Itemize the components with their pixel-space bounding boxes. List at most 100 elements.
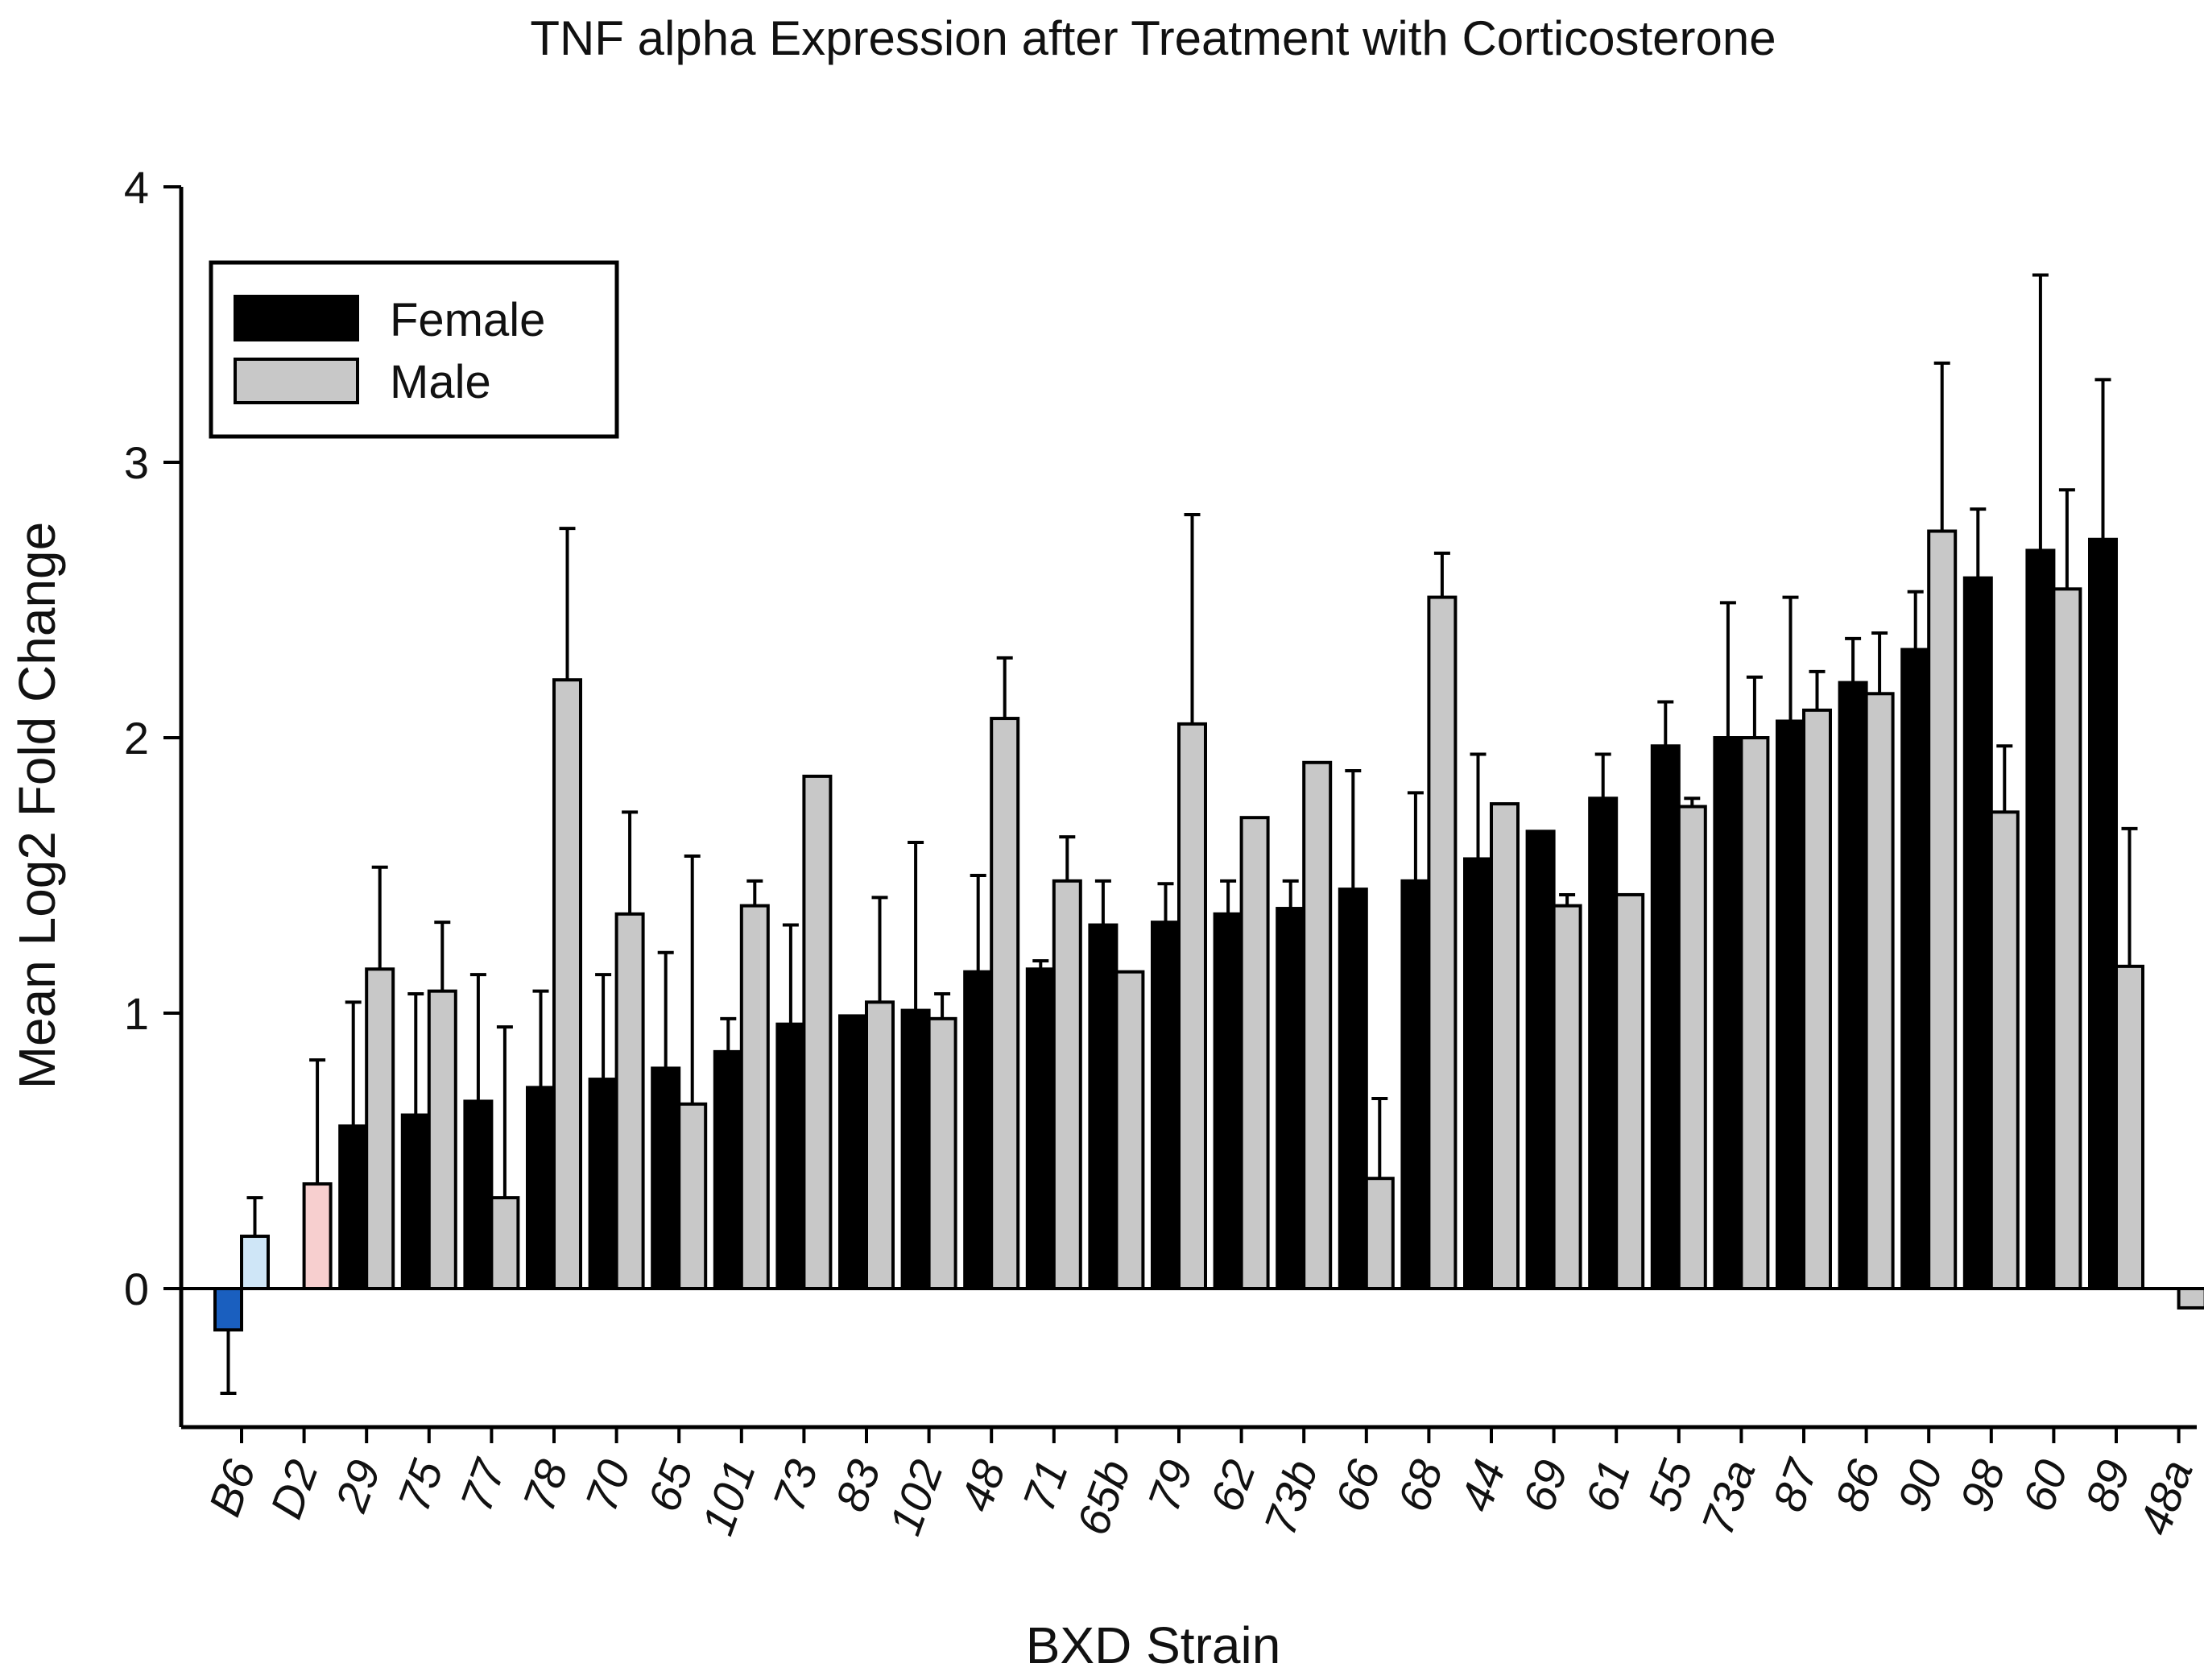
female-bar — [1838, 681, 1868, 1290]
male-bar — [1114, 970, 1145, 1290]
female-bar — [1025, 967, 1056, 1291]
female-bar — [1525, 830, 1556, 1290]
female-bar — [1713, 736, 1743, 1290]
x-tick-label: 73a — [1692, 1454, 1765, 1541]
y-tick-label: 2 — [124, 713, 149, 763]
female-bar — [1400, 879, 1431, 1290]
x-tick-label: 87 — [1763, 1452, 1828, 1518]
male-bar — [1677, 805, 1707, 1290]
x-tick-label: 70 — [575, 1454, 640, 1518]
male-bar — [677, 1102, 708, 1290]
female-bar — [526, 1086, 556, 1290]
x-tick-label: 60 — [2012, 1454, 2078, 1518]
male-bar — [1739, 736, 1770, 1290]
x-tick-label: 101 — [692, 1454, 765, 1541]
x-tick-label: 77 — [450, 1452, 515, 1518]
male-bar — [1552, 904, 1582, 1290]
male-bar — [1177, 722, 1207, 1290]
male-bar — [1302, 760, 1333, 1290]
female-bar — [338, 1124, 369, 1290]
male-bar — [1239, 816, 1270, 1290]
x-tick-label: 79 — [1138, 1454, 1203, 1518]
x-tick-label: 89 — [2075, 1454, 2140, 1518]
female-bar — [900, 1008, 931, 1290]
male-bar — [2115, 964, 2144, 1290]
x-tick-label: 71 — [1013, 1454, 1078, 1518]
male-bar — [427, 989, 457, 1290]
male-bar — [1989, 810, 2020, 1290]
female-bar — [713, 1049, 743, 1290]
x-tick-label: D2 — [260, 1454, 328, 1525]
x-tick-label: 66 — [1325, 1453, 1391, 1518]
male-bar — [1490, 802, 1520, 1290]
legend: Female Male — [209, 260, 619, 439]
male-bar — [614, 912, 645, 1290]
male-bar — [2177, 1287, 2204, 1310]
x-tick-label: B6 — [199, 1453, 266, 1523]
male-bar — [1364, 1177, 1395, 1290]
male-bar — [302, 1182, 333, 1291]
male-bar — [1864, 692, 1895, 1290]
x-tick-label: 55 — [1638, 1453, 1703, 1518]
female-bar — [838, 1014, 868, 1291]
x-tick-label: 62 — [1200, 1454, 1265, 1518]
y-tick-label: 4 — [124, 162, 149, 213]
female-bar — [1776, 719, 1805, 1290]
male-bar — [1615, 892, 1645, 1290]
male-bar — [865, 1000, 895, 1290]
female-bar — [651, 1066, 681, 1291]
x-tick-label: 61 — [1575, 1454, 1640, 1518]
x-tick-label: 48a — [2129, 1454, 2202, 1541]
female-bar — [1151, 921, 1181, 1290]
y-tick-label: 1 — [124, 988, 149, 1039]
female-bar — [2025, 548, 2056, 1290]
male-bar — [1427, 595, 1458, 1290]
female-bar — [1213, 912, 1243, 1290]
x-tick-label: 83 — [825, 1454, 891, 1518]
x-tick-label: 102 — [879, 1454, 953, 1541]
female-bar — [400, 1113, 431, 1291]
female-bar — [588, 1078, 618, 1290]
x-tick-label: 29 — [325, 1454, 391, 1519]
male-bar — [802, 774, 833, 1290]
y-tick-label: 3 — [124, 437, 149, 488]
male-bar — [552, 678, 582, 1290]
x-axis-label: BXD Strain — [1026, 1616, 1281, 1674]
x-tick-label: 68 — [1387, 1454, 1453, 1518]
x-tick-label: 44 — [1450, 1454, 1516, 1518]
legend-box — [209, 260, 619, 439]
y-axis-label: Mean Log2 Fold Change — [8, 522, 66, 1090]
female-bar — [1962, 576, 1993, 1290]
female-bar — [1650, 744, 1681, 1290]
male-bar — [2052, 587, 2082, 1290]
male-bar — [739, 904, 770, 1290]
female-bar — [1088, 923, 1119, 1291]
female-bar — [1276, 907, 1306, 1291]
x-tick-label: 78 — [513, 1454, 578, 1518]
chart-title: TNF alpha Expression after Treatment wit… — [530, 11, 1776, 65]
x-tick-label: 65 — [638, 1453, 703, 1518]
legend-label-female: Female — [390, 294, 545, 346]
male-bar — [1052, 879, 1082, 1290]
legend-swatch-male — [234, 358, 359, 404]
female-bar — [463, 1099, 494, 1290]
x-tick-label: 69 — [1512, 1454, 1578, 1518]
female-bar — [775, 1022, 806, 1291]
y-tick-label: 0 — [124, 1264, 149, 1314]
x-tick-label: 48 — [950, 1454, 1015, 1518]
male-bar — [927, 1016, 957, 1290]
male-bar — [240, 1235, 270, 1291]
x-tick-label: 86 — [1825, 1453, 1890, 1518]
male-bar — [1927, 529, 1958, 1290]
male-bar — [1802, 708, 1832, 1290]
female-bar — [2088, 537, 2118, 1290]
female-bar — [1338, 888, 1368, 1290]
x-tick-label: 73 — [763, 1454, 828, 1518]
female-bar — [963, 970, 994, 1290]
male-bar — [365, 967, 395, 1291]
x-tick-label: 75 — [388, 1453, 453, 1518]
legend-swatch-female — [234, 295, 359, 341]
female-bar — [213, 1287, 243, 1332]
female-bar — [1463, 857, 1493, 1290]
